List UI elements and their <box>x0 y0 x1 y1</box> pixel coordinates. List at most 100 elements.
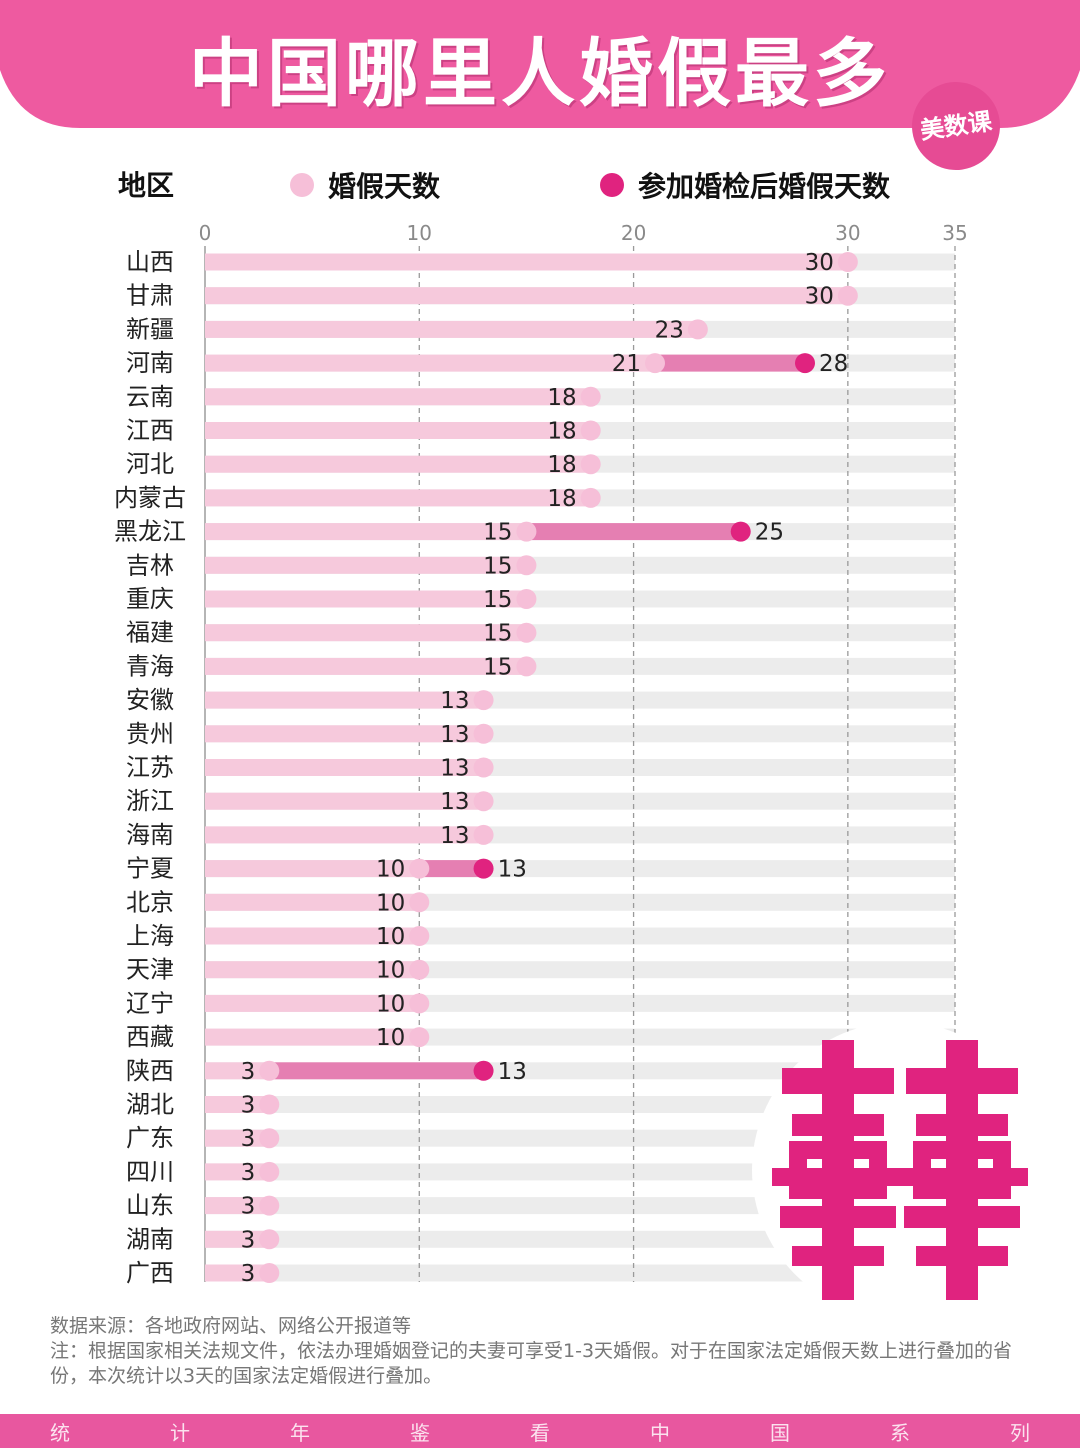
footer-char: 中 <box>650 1420 670 1445</box>
footer-char: 列 <box>1010 1420 1030 1445</box>
base-value-label: 10 <box>376 958 405 984</box>
x-tick-label: 20 <box>621 221 646 245</box>
base-point <box>259 1229 280 1250</box>
base-value-label: 3 <box>241 1059 256 1085</box>
base-value-label: 3 <box>241 1227 256 1253</box>
row-track <box>205 1264 955 1282</box>
region-label: 海南 <box>126 821 174 849</box>
base-bar <box>205 1096 270 1113</box>
region-label: 浙江 <box>126 787 174 815</box>
region-label: 四川 <box>126 1158 174 1186</box>
region-label: 河南 <box>126 349 174 377</box>
region-column-header: 地区 <box>118 169 175 202</box>
base-point <box>473 791 494 812</box>
base-bar <box>205 556 527 574</box>
base-value-label: 10 <box>376 991 405 1017</box>
double-happiness-icon <box>752 1022 1048 1300</box>
exam-point <box>795 353 815 374</box>
base-value-label: 15 <box>483 520 512 546</box>
base-bar <box>205 287 848 305</box>
base-value-label: 15 <box>483 654 512 680</box>
page-title: 中国哪里人婚假最多 <box>189 31 891 117</box>
base-value-label: 3 <box>241 1194 256 1220</box>
base-value-label: 10 <box>376 857 405 883</box>
region-label: 广西 <box>126 1259 174 1287</box>
exam-value-label: 25 <box>755 520 784 546</box>
base-point <box>409 993 430 1014</box>
base-point <box>837 285 858 306</box>
region-label: 江苏 <box>126 754 174 782</box>
exam-extension-bar <box>269 1062 484 1080</box>
base-value-label: 3 <box>241 1261 256 1287</box>
base-point <box>516 589 537 609</box>
base-bar <box>205 860 420 878</box>
base-bar <box>205 657 527 675</box>
region-label: 西藏 <box>126 1023 174 1051</box>
base-bar <box>205 759 484 776</box>
base-value-label: 30 <box>805 250 834 276</box>
base-bar <box>205 893 420 911</box>
base-point <box>409 858 430 879</box>
footer-bar: 统计年鉴看中国系列 <box>0 1414 1080 1448</box>
legend-exam: 参加婚检后婚假天数 <box>600 164 890 206</box>
base-bar <box>205 994 420 1012</box>
base-bar <box>205 590 527 608</box>
base-bar <box>205 455 591 473</box>
region-label: 湖南 <box>126 1225 174 1253</box>
base-point <box>409 926 430 946</box>
footer-char: 鉴 <box>410 1420 430 1445</box>
exam-point <box>473 1060 494 1081</box>
region-label: 云南 <box>126 383 174 411</box>
base-bar <box>205 624 527 642</box>
region-label: 天津 <box>126 956 174 984</box>
base-bar <box>205 253 848 271</box>
region-label: 北京 <box>126 888 174 916</box>
base-point <box>409 1027 430 1048</box>
base-bar <box>205 489 591 507</box>
exam-value-label: 13 <box>498 857 527 883</box>
title-banner <box>0 0 1080 128</box>
base-point <box>516 555 537 576</box>
base-value-label: 18 <box>547 385 576 411</box>
base-value-label: 18 <box>547 452 576 478</box>
base-point <box>259 1094 280 1115</box>
base-point <box>645 353 665 374</box>
base-value-label: 15 <box>483 621 512 647</box>
base-point <box>580 454 601 475</box>
base-point <box>259 1128 280 1149</box>
base-value-label: 15 <box>483 587 512 613</box>
base-point <box>837 252 858 272</box>
exam-value-label: 13 <box>498 1059 527 1085</box>
base-point <box>516 622 537 643</box>
base-point <box>580 420 601 441</box>
base-value-label: 10 <box>376 924 405 950</box>
region-label: 安徽 <box>126 686 174 714</box>
legend-base-marker <box>290 173 314 197</box>
base-point <box>409 892 430 913</box>
region-label: 山东 <box>126 1192 174 1220</box>
base-bar <box>205 792 484 810</box>
base-point <box>259 1060 280 1081</box>
region-label: 河北 <box>126 450 174 478</box>
region-label: 山西 <box>126 248 174 276</box>
base-bar <box>205 1197 270 1215</box>
region-label: 江西 <box>126 417 174 445</box>
exam-value-label: 28 <box>819 351 848 377</box>
exam-point <box>730 521 751 542</box>
base-point <box>259 1195 280 1216</box>
x-tick-label: 35 <box>942 221 967 245</box>
legend-exam-label: 参加婚检后婚假天数 <box>638 170 891 203</box>
x-tick-label: 30 <box>835 221 860 245</box>
base-point <box>259 1263 280 1283</box>
base-bar <box>205 1129 270 1147</box>
region-label: 新疆 <box>126 315 174 343</box>
base-point <box>580 386 601 407</box>
region-label: 湖北 <box>126 1091 174 1119</box>
region-label: 上海 <box>126 922 174 950</box>
region-label: 甘肃 <box>126 282 174 310</box>
base-bar <box>205 826 484 844</box>
base-value-label: 18 <box>547 486 576 512</box>
base-bar <box>205 725 484 743</box>
base-point <box>516 656 537 677</box>
footer-char: 看 <box>530 1420 550 1445</box>
